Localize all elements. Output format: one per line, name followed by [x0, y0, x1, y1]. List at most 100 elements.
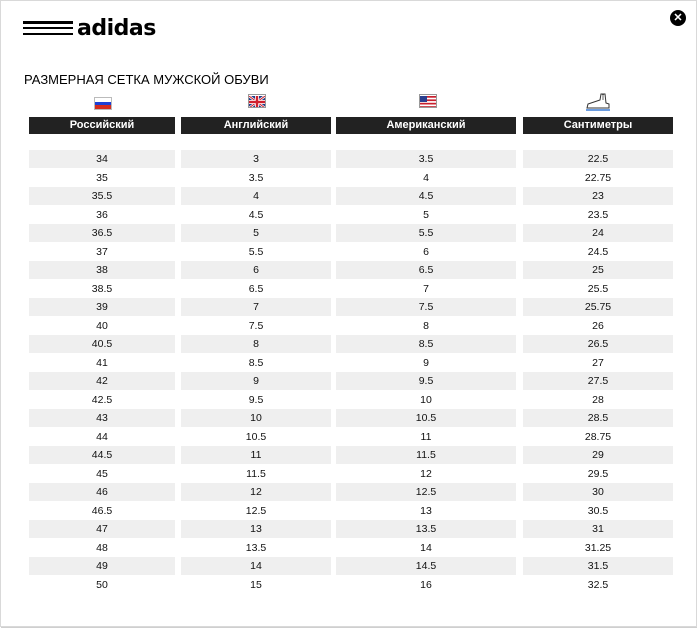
table-cell: 38.5: [29, 280, 175, 298]
table-cell: 12: [181, 483, 331, 502]
table-cell: 4: [336, 169, 516, 187]
divider: [1, 627, 697, 628]
table-cell: 13: [181, 520, 331, 539]
foot-ruler-icon: [584, 91, 612, 111]
size-column: Американский 3.5 4 4.5 5 5.5 6 6.5 7 7.5 8 8.5 9 9.5 1…: [336, 117, 516, 594]
table-cell: 43: [29, 409, 175, 428]
table-cell: 13: [336, 502, 516, 520]
table-cell: 4.5: [181, 206, 331, 224]
russia-flag-icon: [94, 97, 112, 110]
table-cell: 11: [181, 446, 331, 465]
table-cell: 4.5: [336, 187, 516, 206]
table-cell: 39: [29, 298, 175, 317]
table-cell: 5.5: [181, 243, 331, 261]
table-cell: 25.75: [523, 298, 673, 317]
table-cell: 22.5: [523, 150, 673, 169]
table-cell: 42.5: [29, 391, 175, 409]
usa-flag-icon: [419, 94, 437, 108]
table-cell: 14: [181, 557, 331, 576]
table-cell: 3: [181, 150, 331, 169]
table-cell: 9: [336, 354, 516, 372]
table-cell: 12: [336, 465, 516, 483]
table-cell: 27.5: [523, 372, 673, 391]
adidas-logo: adidas: [23, 15, 156, 41]
table-cell: 3.5: [336, 150, 516, 169]
table-cell: 10.5: [181, 428, 331, 446]
table-cell: 8: [181, 335, 331, 354]
table-cell: 15: [181, 576, 331, 594]
table-cell: 6: [336, 243, 516, 261]
table-cell: 14: [336, 539, 516, 557]
table-cell: 40: [29, 317, 175, 335]
table-cell: 6.5: [336, 261, 516, 280]
table-cell: 36: [29, 206, 175, 224]
table-cell: 10.5: [336, 409, 516, 428]
close-button[interactable]: ✕: [670, 10, 686, 26]
table-cell: 8: [336, 317, 516, 335]
table-cell: 46.5: [29, 502, 175, 520]
table-cell: 30.5: [523, 502, 673, 520]
table-cell: 8.5: [336, 335, 516, 354]
logo-stripes-icon: [23, 21, 73, 35]
table-cell: 16: [336, 576, 516, 594]
table-cell: 9.5: [336, 372, 516, 391]
table-cell: 12.5: [336, 483, 516, 502]
size-column: Российский 34 35 35.5 36 36.5 37 38 38.5 39 40 40.5…: [29, 117, 175, 594]
table-cell: 26: [523, 317, 673, 335]
table-cell: 31.5: [523, 557, 673, 576]
table-cell: 14.5: [336, 557, 516, 576]
table-cell: 24: [523, 224, 673, 243]
table-cell: 8.5: [181, 354, 331, 372]
table-cell: 27: [523, 354, 673, 372]
size-column: Английский 3 3.5 4 4.5 5 5.5 6 6.5 7 7.5 8 8.5 9 9.5 10…: [181, 117, 331, 594]
table-cell: 40.5: [29, 335, 175, 354]
table-cell: 50: [29, 576, 175, 594]
column-header: Российский: [29, 117, 175, 134]
column-icons: [1, 91, 697, 113]
table-cell: 28.75: [523, 428, 673, 446]
table-cell: 41: [29, 354, 175, 372]
header-spacer: [336, 134, 516, 150]
table-cell: 47: [29, 520, 175, 539]
table-cell: 22.75: [523, 169, 673, 187]
table-cell: 29: [523, 446, 673, 465]
table-cell: 5.5: [336, 224, 516, 243]
size-column: Сантиметры 22.5 22.75 23 23.5 24 24.5 25 25.5 25.…: [523, 117, 673, 594]
table-cell: 31.25: [523, 539, 673, 557]
table-cell: 5: [181, 224, 331, 243]
table-cell: 11.5: [336, 446, 516, 465]
table-cell: 5: [336, 206, 516, 224]
table-cell: 9.5: [181, 391, 331, 409]
table-cell: 49: [29, 557, 175, 576]
table-cell: 10: [336, 391, 516, 409]
table-cell: 7: [336, 280, 516, 298]
table-cell: 7.5: [336, 298, 516, 317]
header-spacer: [523, 134, 673, 150]
table-cell: 44.5: [29, 446, 175, 465]
table-cell: 11: [336, 428, 516, 446]
table-cell: 4: [181, 187, 331, 206]
table-cell: 42: [29, 372, 175, 391]
header-spacer: [181, 134, 331, 150]
table-cell: 31: [523, 520, 673, 539]
page-title: РАЗМЕРНАЯ СЕТКА МУЖСКОЙ ОБУВИ: [24, 72, 269, 87]
table-cell: 23.5: [523, 206, 673, 224]
table-cell: 13.5: [181, 539, 331, 557]
table-cell: 12.5: [181, 502, 331, 520]
table-cell: 38: [29, 261, 175, 280]
table-cell: 45: [29, 465, 175, 483]
table-cell: 26.5: [523, 335, 673, 354]
table-cell: 36.5: [29, 224, 175, 243]
table-cell: 7.5: [181, 317, 331, 335]
table-cell: 30: [523, 483, 673, 502]
table-cell: 9: [181, 372, 331, 391]
table-cell: 3.5: [181, 169, 331, 187]
table-cell: 6: [181, 261, 331, 280]
header-spacer: [29, 134, 175, 150]
table-cell: 29.5: [523, 465, 673, 483]
table-cell: 34: [29, 150, 175, 169]
table-cell: 37: [29, 243, 175, 261]
table-cell: 35: [29, 169, 175, 187]
table-cell: 32.5: [523, 576, 673, 594]
